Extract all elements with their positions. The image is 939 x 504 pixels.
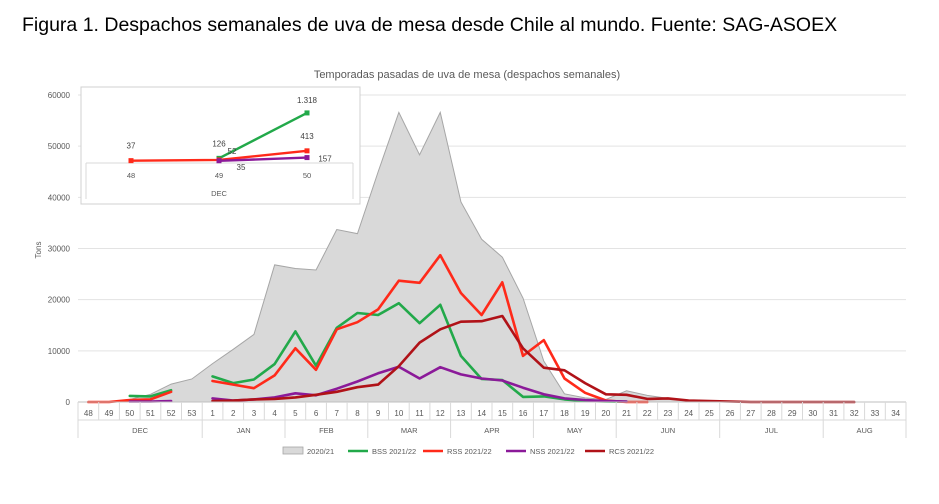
x-tick-label: 33 — [870, 409, 879, 418]
y-tick-label: 30000 — [48, 245, 71, 254]
x-tick-label: 32 — [850, 409, 859, 418]
x-tick-label: 31 — [829, 409, 838, 418]
x-tick-label: 53 — [187, 409, 196, 418]
x-tick-label: 24 — [684, 409, 693, 418]
inset-data-label: 157 — [318, 155, 332, 164]
main-chart: Temporadas pasadas de uva de mesa (despa… — [34, 69, 907, 456]
x-tick-label: 26 — [726, 409, 735, 418]
legend-label: 2020/21 — [307, 447, 334, 456]
x-tick-label: 20 — [601, 409, 610, 418]
month-label: JUN — [661, 426, 676, 435]
chart-title: Temporadas pasadas de uva de mesa (despa… — [314, 69, 620, 81]
month-label: MAY — [567, 426, 583, 435]
y-tick-label: 0 — [66, 398, 71, 407]
x-tick-label: 25 — [705, 409, 714, 418]
inset-x-tick-label: 48 — [127, 171, 135, 180]
inset-line-NSS-2021-22 — [218, 156, 308, 162]
inset-data-label: 413 — [300, 132, 314, 141]
x-tick-label: 14 — [477, 409, 486, 418]
x-tick-label: 23 — [663, 409, 672, 418]
x-tick-label: 29 — [788, 409, 797, 418]
legend-swatch — [282, 446, 304, 455]
legend-label: RSS 2021/22 — [447, 447, 492, 456]
x-tick-label: 22 — [643, 409, 652, 418]
x-tick-label: 2 — [231, 409, 236, 418]
inset-data-label: 35 — [237, 163, 246, 172]
x-tick-label: 8 — [355, 409, 360, 418]
legend-label: BSS 2021/22 — [372, 447, 416, 456]
x-tick-label: 28 — [767, 409, 776, 418]
inset-x-label: DEC — [211, 189, 227, 198]
figure-caption: Figura 1. Despachos semanales de uva de … — [22, 14, 838, 36]
inset-line-BSS-2021-22 — [218, 111, 308, 160]
x-tick-label: 5 — [293, 409, 298, 418]
x-tick-label: 11 — [415, 409, 424, 418]
x-tick-label: 19 — [581, 409, 590, 418]
x-tick-label: 30 — [808, 409, 817, 418]
inset-point-marker — [304, 110, 310, 116]
x-tick-label: 51 — [146, 409, 155, 418]
month-label: JUL — [765, 426, 778, 435]
x-tick-label: 27 — [746, 409, 755, 418]
y-axis-label: Tons — [34, 242, 43, 259]
inset-frame — [80, 86, 361, 205]
month-label: APR — [484, 426, 500, 435]
inset-point-marker — [216, 158, 222, 164]
inset-data-label: 126 — [212, 139, 226, 148]
legend-label: RCS 2021/22 — [609, 447, 654, 456]
x-tick-label: 49 — [105, 409, 114, 418]
month-label: DEC — [132, 426, 148, 435]
x-tick-label: 10 — [394, 409, 403, 418]
inset-data-label: 1.318 — [297, 96, 318, 105]
inset-chart: 48 49 50 DEC 126 1.318 37 52 413 35 157 — [80, 86, 361, 205]
y-tick-label: 10000 — [48, 347, 71, 356]
x-tick-label: 15 — [498, 409, 507, 418]
inset-point-marker — [304, 148, 310, 154]
inset-point-marker — [304, 155, 310, 161]
month-label: MAR — [401, 426, 418, 435]
x-tick-label: 12 — [436, 409, 445, 418]
inset-x-tick-label: 50 — [303, 171, 311, 180]
month-label: FEB — [319, 426, 334, 435]
x-tick-label: 4 — [272, 409, 277, 418]
y-tick-label: 60000 — [48, 91, 71, 100]
month-label: AUG — [856, 426, 872, 435]
inset-x-tick-label: 49 — [215, 171, 223, 180]
x-tick-label: 48 — [84, 409, 93, 418]
x-tick-label: 21 — [622, 409, 631, 418]
x-tick-label: 13 — [456, 409, 465, 418]
x-tick-label: 6 — [314, 409, 319, 418]
y-tick-label: 40000 — [48, 193, 71, 202]
x-tick-label: 3 — [252, 409, 257, 418]
y-tick-label: 50000 — [48, 142, 71, 151]
x-tick-label: 34 — [891, 409, 900, 418]
x-tick-label: 52 — [167, 409, 176, 418]
x-tick-label: 50 — [125, 409, 134, 418]
inset-data-label: 37 — [127, 142, 136, 151]
inset-data-label: 52 — [228, 147, 237, 156]
inset-point-marker — [128, 158, 134, 164]
line-series-BSS-2021-22 — [128, 301, 628, 403]
x-tick-label: 1 — [210, 409, 215, 418]
x-tick-label: 16 — [519, 409, 528, 418]
x-tick-label: 17 — [539, 409, 548, 418]
x-tick-label: 9 — [376, 409, 381, 418]
x-tick-label: 7 — [335, 409, 340, 418]
legend-label: NSS 2021/22 — [530, 447, 575, 456]
month-label: JAN — [237, 426, 251, 435]
x-tick-label: 18 — [560, 409, 569, 418]
y-tick-label: 20000 — [48, 296, 71, 305]
